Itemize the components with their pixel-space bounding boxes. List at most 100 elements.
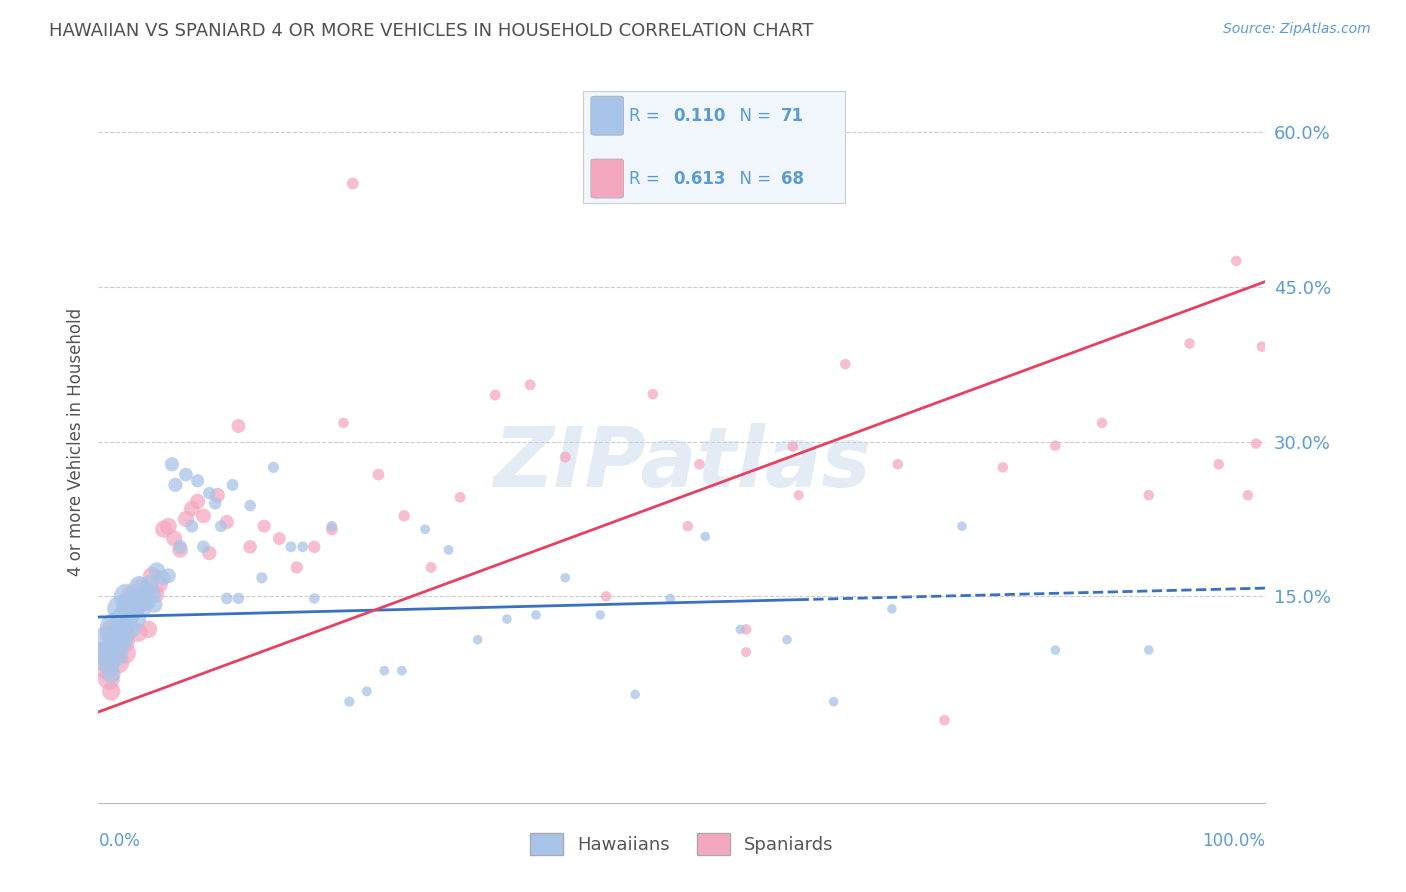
Point — [1208, 457, 1230, 471]
Point — [215, 591, 238, 606]
Point — [1244, 436, 1267, 450]
Point — [100, 666, 122, 681]
Point — [776, 632, 799, 647]
Point — [143, 598, 166, 612]
Point — [115, 590, 138, 604]
Point — [112, 632, 135, 647]
Point — [134, 584, 156, 599]
Point — [128, 579, 150, 593]
Point — [321, 522, 343, 536]
Point — [321, 519, 343, 533]
Point — [554, 571, 576, 585]
Point — [730, 623, 752, 637]
Text: 100.0%: 100.0% — [1202, 831, 1265, 850]
Point — [131, 590, 153, 604]
Point — [554, 450, 576, 464]
Text: 68: 68 — [782, 169, 804, 187]
Point — [496, 612, 519, 626]
Point — [120, 623, 142, 637]
Text: Source: ZipAtlas.com: Source: ZipAtlas.com — [1223, 22, 1371, 37]
Point — [373, 664, 395, 678]
Point — [332, 416, 354, 430]
Point — [157, 519, 180, 533]
Point — [96, 659, 118, 673]
Text: N =: N = — [728, 169, 776, 187]
Point — [110, 601, 132, 615]
Point — [131, 581, 153, 595]
Point — [104, 629, 127, 643]
Point — [134, 594, 156, 608]
Point — [114, 646, 136, 660]
Point — [97, 657, 120, 671]
Point — [641, 387, 664, 401]
Text: HAWAIIAN VS SPANIARD 4 OR MORE VEHICLES IN HOUSEHOLD CORRELATION CHART: HAWAIIAN VS SPANIARD 4 OR MORE VEHICLES … — [49, 22, 814, 40]
Point — [100, 684, 122, 698]
Point — [141, 568, 163, 582]
Point — [174, 467, 197, 482]
Point — [122, 591, 145, 606]
Point — [165, 478, 187, 492]
Point — [484, 388, 506, 402]
Point — [110, 625, 132, 640]
Point — [127, 625, 149, 640]
Text: 0.613: 0.613 — [673, 169, 727, 187]
Point — [291, 540, 314, 554]
Legend: Hawaiians, Spaniards: Hawaiians, Spaniards — [523, 826, 841, 863]
Point — [239, 499, 262, 513]
Point — [187, 494, 209, 508]
Text: ZIPatlas: ZIPatlas — [494, 423, 870, 504]
Point — [1237, 488, 1260, 502]
Point — [413, 522, 436, 536]
Point — [262, 460, 284, 475]
Point — [198, 546, 221, 560]
Point — [160, 457, 183, 471]
Point — [1225, 254, 1247, 268]
Point — [250, 571, 273, 585]
Point — [280, 540, 302, 554]
Point — [519, 377, 541, 392]
Text: N =: N = — [728, 107, 776, 125]
Point — [136, 594, 159, 608]
Point — [269, 532, 291, 546]
Point — [180, 501, 202, 516]
Point — [96, 646, 118, 660]
Point — [209, 519, 232, 533]
Point — [1091, 416, 1114, 430]
Point — [834, 357, 856, 371]
Point — [304, 540, 326, 554]
Point — [174, 512, 197, 526]
Point — [107, 648, 129, 663]
Point — [1178, 336, 1201, 351]
Point — [103, 625, 125, 640]
Point — [688, 457, 710, 471]
FancyBboxPatch shape — [582, 91, 845, 203]
Point — [132, 601, 155, 615]
Point — [163, 532, 186, 546]
Point — [880, 601, 903, 615]
Point — [1137, 643, 1160, 657]
Point — [215, 515, 238, 529]
Point — [93, 636, 115, 650]
Point — [437, 542, 460, 557]
Point — [221, 478, 243, 492]
Y-axis label: 4 or more Vehicles in Household: 4 or more Vehicles in Household — [66, 308, 84, 575]
Point — [152, 571, 174, 585]
Point — [141, 587, 163, 601]
Point — [950, 519, 973, 533]
Point — [735, 623, 758, 637]
Point — [187, 474, 209, 488]
Point — [120, 590, 142, 604]
Text: 0.110: 0.110 — [673, 107, 725, 125]
Point — [207, 488, 229, 502]
Point — [103, 620, 125, 634]
Point — [1137, 488, 1160, 502]
Point — [193, 540, 215, 554]
Point — [524, 607, 547, 622]
Point — [169, 540, 191, 554]
Point — [695, 529, 717, 543]
Text: 0.0%: 0.0% — [98, 831, 141, 850]
Point — [145, 587, 167, 601]
Point — [467, 632, 489, 647]
Point — [169, 542, 191, 557]
Point — [624, 687, 647, 701]
